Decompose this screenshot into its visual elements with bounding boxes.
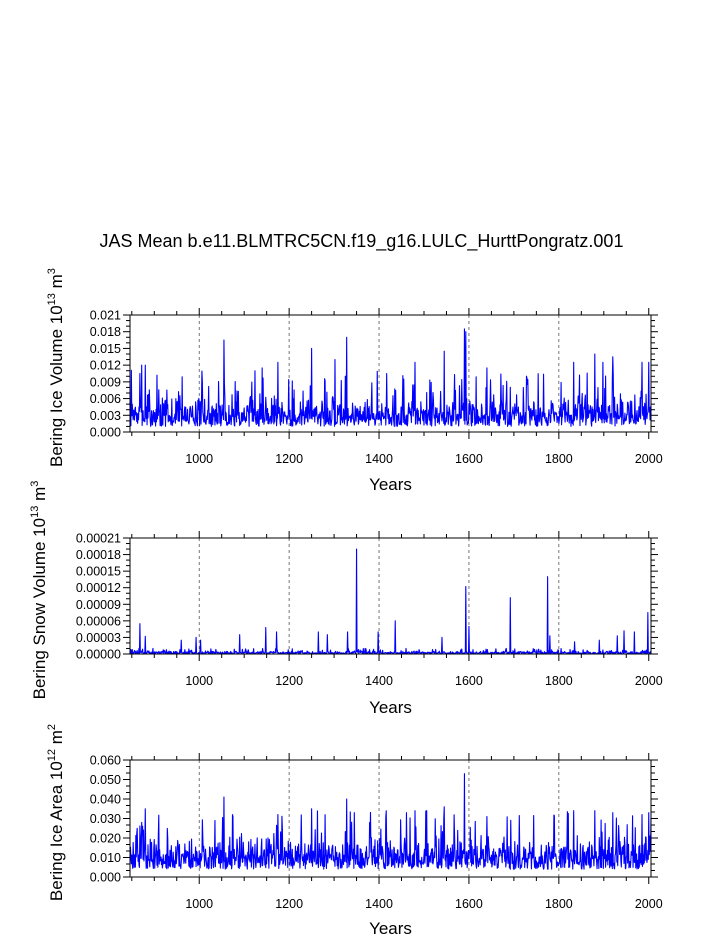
y-tick-label: 0.00015 bbox=[76, 565, 121, 579]
x-tick-label: 1400 bbox=[365, 452, 393, 466]
y-tick-label: 0.00003 bbox=[76, 631, 121, 645]
x-tick-label: 1800 bbox=[545, 452, 573, 466]
y-axis-title-exponent: 12 bbox=[46, 749, 58, 761]
y-axis-title: Bering Ice Area 1012 m2 bbox=[46, 724, 66, 901]
page-title: JAS Mean b.e11.BLMTRC5CN.f19_g16.LULC_Hu… bbox=[99, 231, 624, 251]
y-tick-label: 0.00006 bbox=[76, 614, 121, 628]
x-axis-title: Years bbox=[369, 919, 412, 935]
x-axis-title: Years bbox=[369, 475, 412, 494]
y-tick-label: 0.00021 bbox=[76, 532, 121, 546]
y-tick-label: 0.012 bbox=[90, 359, 121, 373]
x-axis-title: Years bbox=[369, 698, 412, 717]
y-tick-label: 0.006 bbox=[90, 392, 121, 406]
y-tick-label: 0.000 bbox=[90, 871, 121, 885]
y-tick-label: 0.00012 bbox=[76, 581, 121, 595]
x-tick-label: 1400 bbox=[365, 897, 393, 911]
series-line bbox=[129, 773, 652, 870]
y-axis-title-part: m bbox=[47, 730, 66, 749]
y-axis-title-part: Bering Ice Area 10 bbox=[47, 761, 66, 901]
plot-frame bbox=[129, 314, 652, 433]
y-tick-label: 0.021 bbox=[90, 309, 121, 323]
y-tick-label: 0.040 bbox=[90, 793, 121, 807]
x-tick-label: 1200 bbox=[275, 897, 303, 911]
series-line bbox=[129, 548, 652, 655]
x-tick-label: 2000 bbox=[635, 674, 663, 688]
y-tick-label: 0.00000 bbox=[76, 648, 121, 662]
x-tick-label: 2000 bbox=[635, 897, 663, 911]
y-tick-label: 0.000 bbox=[90, 426, 121, 440]
y-tick-label: 0.009 bbox=[90, 375, 121, 389]
x-tick-label: 1000 bbox=[185, 897, 213, 911]
y-tick-label: 0.00018 bbox=[76, 548, 121, 562]
y-axis-title-exponent: 3 bbox=[29, 481, 41, 487]
y-axis-title-part: m bbox=[30, 487, 49, 506]
x-tick-label: 2000 bbox=[635, 452, 663, 466]
plot-frame bbox=[129, 537, 652, 655]
x-tick-label: 1200 bbox=[275, 452, 303, 466]
y-axis-title-exponent: 13 bbox=[29, 506, 41, 518]
y-axis-title-part: Bering Snow Volume 10 bbox=[30, 518, 49, 699]
y-tick-label: 0.030 bbox=[90, 812, 121, 826]
y-tick-label: 0.015 bbox=[90, 342, 121, 356]
x-tick-label: 1000 bbox=[185, 674, 213, 688]
y-axis-title: Bering Snow Volume 1013 m3 bbox=[29, 481, 49, 700]
y-tick-label: 0.060 bbox=[90, 754, 121, 768]
y-tick-label: 0.018 bbox=[90, 325, 121, 339]
y-axis-title: Bering Ice Volume 1013 m3 bbox=[46, 268, 66, 467]
y-tick-label: 0.020 bbox=[90, 832, 121, 846]
x-tick-label: 1800 bbox=[545, 674, 573, 688]
y-axis-title-part: Bering Ice Volume 10 bbox=[47, 305, 66, 467]
x-tick-label: 1600 bbox=[455, 897, 483, 911]
x-tick-label: 1600 bbox=[455, 674, 483, 688]
series-line bbox=[129, 328, 652, 427]
x-tick-label: 1400 bbox=[365, 674, 393, 688]
x-tick-label: 1600 bbox=[455, 452, 483, 466]
y-axis-title-exponent: 2 bbox=[46, 724, 58, 730]
y-axis-title-part: m bbox=[47, 274, 66, 293]
x-tick-label: 1000 bbox=[185, 452, 213, 466]
x-tick-label: 1800 bbox=[545, 897, 573, 911]
y-axis-title-exponent: 13 bbox=[46, 293, 58, 305]
x-tick-label: 1200 bbox=[275, 674, 303, 688]
y-tick-label: 0.010 bbox=[90, 851, 121, 865]
y-axis-title-exponent: 3 bbox=[46, 268, 58, 274]
y-tick-label: 0.050 bbox=[90, 773, 121, 787]
y-tick-label: 0.00009 bbox=[76, 598, 121, 612]
y-tick-label: 0.003 bbox=[90, 409, 121, 423]
